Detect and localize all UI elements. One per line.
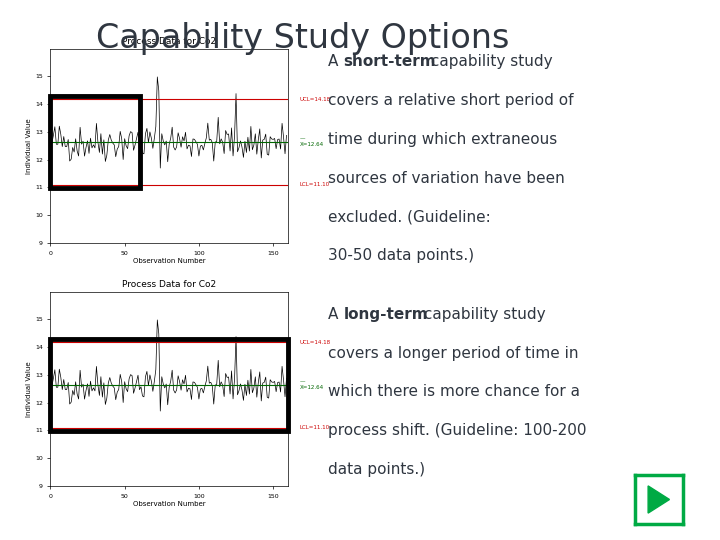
Text: time during which extraneous: time during which extraneous	[328, 132, 557, 147]
Text: —
X=12.64: — X=12.64	[300, 137, 324, 147]
X-axis label: Observation Number: Observation Number	[133, 502, 205, 508]
Text: covers a relative short period of: covers a relative short period of	[328, 93, 573, 108]
Text: capability study: capability study	[419, 307, 546, 322]
Text: short-term: short-term	[343, 54, 436, 69]
Text: data points.): data points.)	[328, 462, 425, 477]
Text: A: A	[328, 307, 343, 322]
Text: A: A	[328, 54, 343, 69]
Text: LCL=11.10: LCL=11.10	[300, 182, 330, 187]
Title: Process Data for Co2: Process Data for Co2	[122, 280, 216, 289]
Text: excluded. (Guideline:: excluded. (Guideline:	[328, 210, 490, 225]
Text: covers a longer period of time in: covers a longer period of time in	[328, 346, 578, 361]
Text: UCL=14.18: UCL=14.18	[300, 340, 331, 345]
Text: process shift. (Guideline: 100-200: process shift. (Guideline: 100-200	[328, 423, 586, 438]
Y-axis label: Individual Value: Individual Value	[26, 361, 32, 417]
Text: LCL=11.10: LCL=11.10	[300, 425, 330, 430]
Title: Process Data for Co2: Process Data for Co2	[122, 37, 216, 46]
Bar	[50, 96, 140, 188]
Text: 30-50 data points.): 30-50 data points.)	[328, 248, 474, 264]
Text: sources of variation have been: sources of variation have been	[328, 171, 564, 186]
Text: —
X=12.64: — X=12.64	[300, 380, 324, 390]
Text: capability study: capability study	[426, 54, 553, 69]
Bar	[50, 339, 288, 431]
Y-axis label: Individual Value: Individual Value	[26, 118, 32, 174]
X-axis label: Observation Number: Observation Number	[133, 259, 205, 265]
Text: long-term: long-term	[343, 307, 428, 322]
Text: UCL=14.18: UCL=14.18	[300, 97, 331, 102]
Text: which there is more chance for a: which there is more chance for a	[328, 384, 580, 400]
Polygon shape	[648, 486, 670, 513]
Text: Capability Study Options: Capability Study Options	[96, 22, 509, 55]
